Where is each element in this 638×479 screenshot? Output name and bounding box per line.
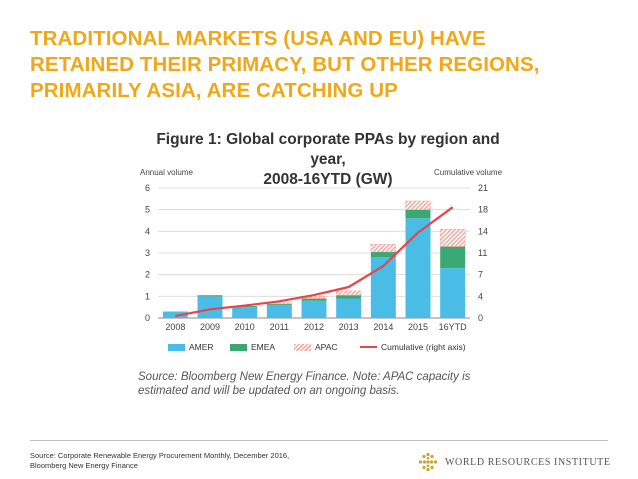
x-tick-label: 2012 [304, 322, 324, 332]
wri-logo-icon [418, 452, 438, 472]
chart: 0 1 2 3 4 5 6 0 4 7 11 14 18 21 2008 2009 2010 2011 2012 20… [145, 183, 488, 332]
legend-label-emea: EMEA [251, 342, 276, 352]
org-branding: WORLD RESOURCES INSTITUTE [418, 452, 611, 472]
x-tick-label: 2015 [408, 322, 428, 332]
org-name: WORLD RESOURCES INSTITUTE [445, 456, 611, 468]
legend-swatch-amer [168, 343, 185, 351]
slide-title-line: RETAINED THEIR PRIMACY, BUT OTHER REGION… [30, 53, 540, 76]
bar-apac [405, 200, 431, 210]
legend-label-amer: AMER [189, 342, 214, 352]
figure-note: Source: Bloomberg New Energy Finance. No… [138, 370, 508, 398]
x-tick-label: 2014 [373, 322, 393, 332]
bar-emea [440, 246, 466, 269]
x-tick-label: 2010 [235, 322, 255, 332]
bar-apac [439, 228, 466, 247]
legend-label-cumulative: Cumulative (right axis) [381, 342, 466, 352]
y-tick-label: 2 [145, 270, 150, 280]
bar-amer [405, 218, 431, 318]
y-tick-label: 6 [145, 183, 150, 193]
bar-amer [266, 305, 292, 318]
source-line: Bloomberg New Energy Finance [30, 460, 138, 470]
legend-item-amer: AMER [168, 342, 214, 352]
figure-title-line: Figure 1: Global corporate PPAs by regio… [156, 131, 500, 168]
figure-note-line: Source: Bloomberg New Energy Finance. No… [138, 371, 471, 383]
chart-legend: AMER EMEA APAC Cumulative (right axis) [168, 342, 528, 354]
bar-apac [370, 244, 397, 253]
slide-title: TRADITIONAL MARKETS (USA AND EU) HAVE RE… [30, 26, 620, 104]
bar-amer [370, 257, 396, 318]
y2-tick-label: 11 [478, 248, 487, 258]
figure-note-line: estimated and will be updated on an ongo… [138, 385, 400, 397]
y2-axis-label: Cumulative volume [434, 168, 503, 177]
bar-amer [232, 307, 258, 318]
x-tick-label: 2008 [165, 322, 185, 332]
legend-item-emea: EMEA [230, 342, 275, 352]
legend-label-apac: APAC [315, 342, 338, 352]
legend-item-apac: APAC [294, 342, 338, 352]
y-axis-label: Annual volume [140, 168, 193, 177]
bar-amer [301, 300, 327, 318]
x-tick-label: 2009 [200, 322, 220, 332]
bar-apac [335, 290, 362, 296]
footer-divider [30, 440, 608, 441]
y-tick-label: 4 [145, 226, 150, 236]
x-tick-label: 2011 [270, 322, 289, 332]
bar-emea [336, 295, 362, 299]
y2-tick-label: 0 [478, 313, 483, 323]
bar-amer [162, 311, 188, 318]
bar-emea [266, 303, 292, 305]
bar-emea [405, 209, 431, 219]
legend-swatch-apac [294, 343, 311, 351]
x-tick-label: 16YTD [439, 322, 468, 332]
y2-tick-label: 18 [478, 205, 488, 215]
legend-swatch-emea [230, 343, 247, 351]
source-citation: Source: Corporate Renewable Energy Procu… [30, 451, 360, 470]
y-tick-label: 1 [145, 291, 150, 301]
x-tick-label: 2013 [339, 322, 359, 332]
y-tick-label: 5 [145, 205, 150, 215]
y2-tick-label: 7 [478, 270, 483, 280]
bar-emea [301, 298, 327, 301]
slide-title-line: TRADITIONAL MARKETS (USA AND EU) HAVE [30, 27, 486, 50]
slide-title-line: PRIMARILY ASIA, ARE CATCHING UP [30, 79, 398, 102]
bar-emea [197, 295, 223, 297]
legend-swatch-cumulative [360, 345, 377, 349]
y2-tick-label: 14 [478, 226, 488, 236]
bar-amer [440, 268, 466, 318]
bar-emea [370, 251, 396, 258]
figure-title: Figure 1: Global corporate PPAs by regio… [138, 130, 518, 190]
y-tick-label: 3 [145, 248, 150, 258]
bar-amer [336, 298, 362, 318]
figure-title-line: 2008-16YTD (GW) [263, 171, 393, 188]
y-tick-label: 0 [145, 313, 150, 323]
legend-item-cumulative: Cumulative (right axis) [360, 342, 466, 352]
y2-tick-label: 4 [478, 291, 483, 301]
source-line: Source: Corporate Renewable Energy Procu… [30, 451, 290, 460]
bar-amer [197, 296, 223, 318]
y2-tick-label: 21 [478, 183, 488, 193]
cumulative-line [175, 206, 454, 318]
